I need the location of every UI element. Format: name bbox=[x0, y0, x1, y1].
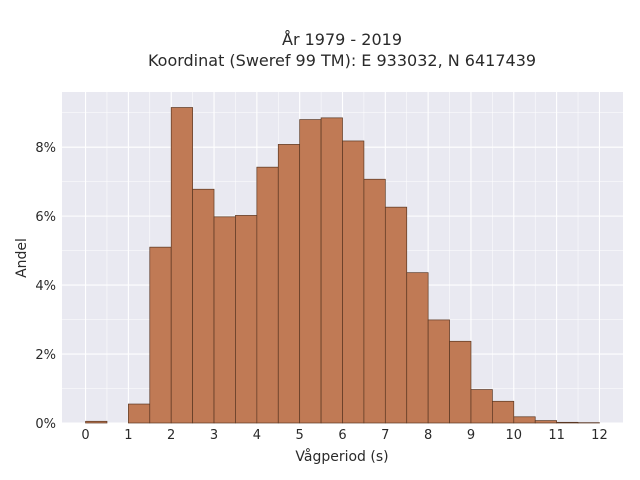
histogram-bar bbox=[256, 166, 279, 424]
y-axis-ticks: 0% 2% 4% 6% 8% bbox=[35, 141, 56, 432]
histogram-bar bbox=[342, 140, 365, 424]
histogram-bar bbox=[384, 206, 408, 424]
y-tick-label: 6% bbox=[35, 210, 56, 225]
x-tick-label: 0 bbox=[81, 428, 89, 443]
histogram-bar bbox=[213, 216, 236, 424]
x-tick-label: 6 bbox=[338, 428, 346, 443]
x-axis-ticks: 0 1 2 3 4 5 6 7 8 9 10 11 12 bbox=[81, 428, 607, 443]
x-tick-label: 3 bbox=[210, 428, 218, 443]
histogram-bar bbox=[235, 215, 258, 424]
chart-title-line-1: År 1979 - 2019 bbox=[282, 30, 402, 49]
histogram-bar bbox=[470, 389, 493, 424]
histogram-bar bbox=[85, 420, 108, 424]
x-tick-label: 5 bbox=[296, 428, 304, 443]
y-tick-label: 2% bbox=[35, 348, 56, 363]
histogram-bar bbox=[192, 188, 215, 424]
histogram-bar bbox=[427, 319, 450, 424]
histogram-bar bbox=[149, 246, 172, 424]
histogram-bar bbox=[320, 117, 343, 424]
x-tick-label: 9 bbox=[467, 428, 475, 443]
x-tick-label: 11 bbox=[548, 428, 565, 443]
x-tick-label: 7 bbox=[381, 428, 389, 443]
histogram-bar bbox=[492, 400, 515, 424]
bars bbox=[85, 107, 600, 424]
x-tick-label: 12 bbox=[591, 428, 608, 443]
y-tick-label: 8% bbox=[35, 141, 56, 156]
x-tick-label: 10 bbox=[506, 428, 523, 443]
histogram-bar bbox=[406, 272, 429, 424]
x-tick-label: 4 bbox=[253, 428, 261, 443]
x-axis-label: Vågperiod (s) bbox=[295, 448, 388, 465]
y-axis-label: Andel bbox=[14, 238, 30, 278]
histogram-bar bbox=[299, 119, 322, 424]
histogram-bar bbox=[363, 178, 386, 424]
y-tick-label: 0% bbox=[35, 417, 56, 432]
x-tick-label: 8 bbox=[424, 428, 432, 443]
histogram-bar bbox=[449, 340, 472, 424]
histogram-bar bbox=[128, 403, 151, 424]
histogram-bar bbox=[170, 107, 193, 424]
y-tick-label: 4% bbox=[35, 279, 56, 294]
histogram-bar bbox=[556, 421, 579, 424]
x-tick-label: 1 bbox=[124, 428, 132, 443]
histogram-bar bbox=[534, 420, 557, 424]
histogram-bar bbox=[277, 144, 301, 424]
chart-title-line-2: Koordinat (Sweref 99 TM): E 933032, N 64… bbox=[148, 51, 536, 70]
histogram-bar bbox=[513, 416, 536, 424]
x-tick-label: 2 bbox=[167, 428, 175, 443]
